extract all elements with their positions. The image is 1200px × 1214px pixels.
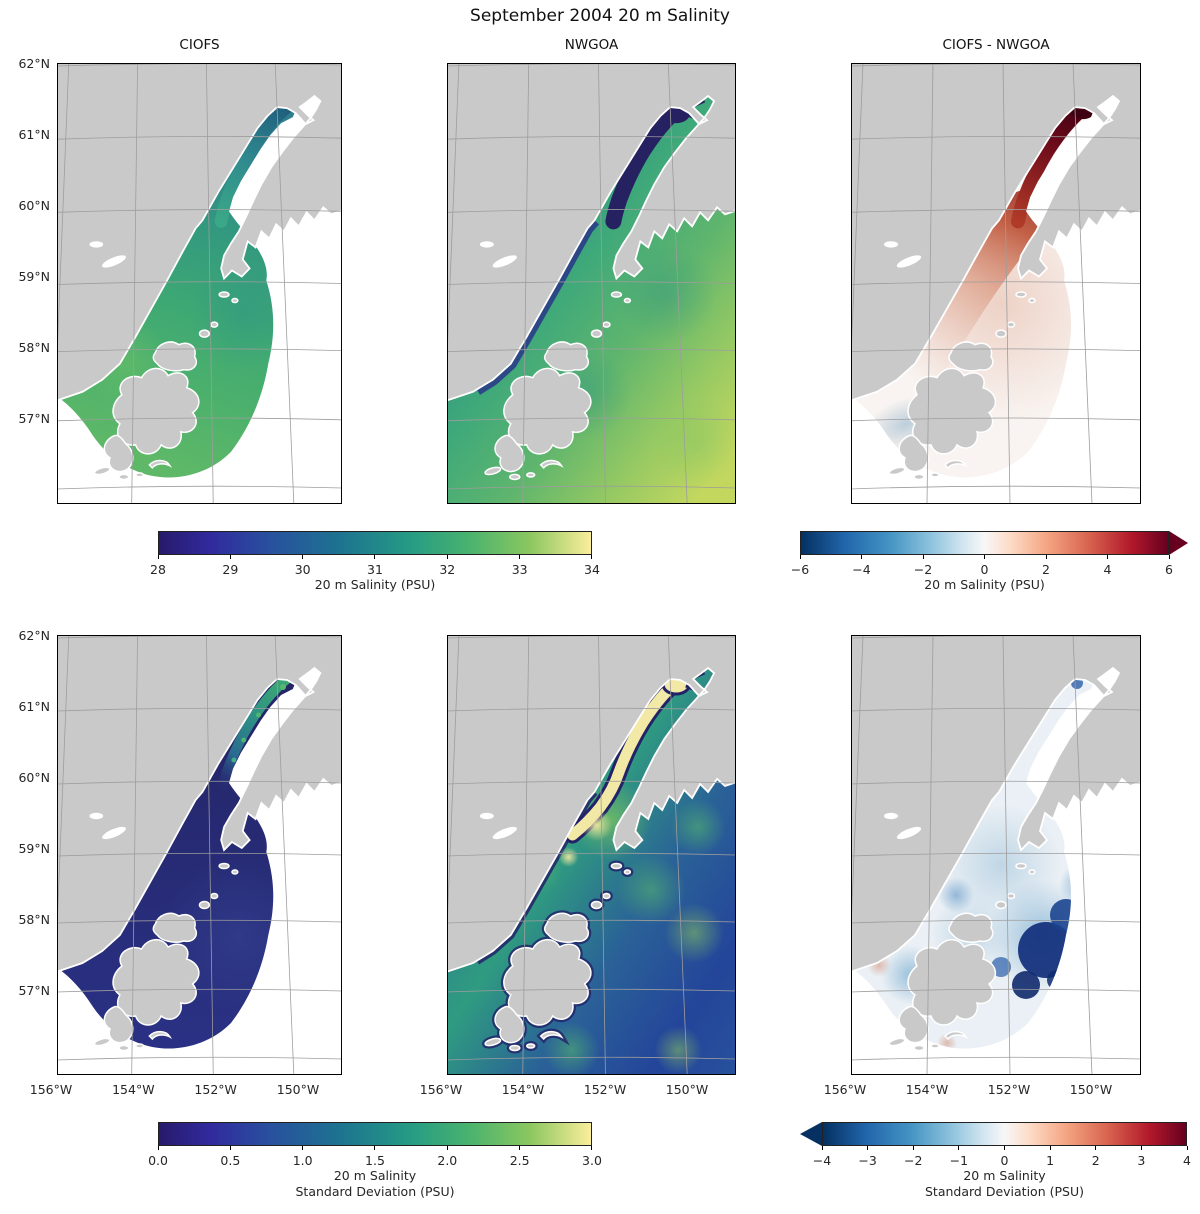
colorbar-extend-min-arrow: [800, 1122, 822, 1146]
nwgoa-std-detail: [477, 672, 727, 1075]
figure-title: September 2004 20 m Salinity: [470, 6, 730, 26]
map-panel-nwgoa-salinity: [447, 63, 736, 504]
panel-title-nwgoa: NWGOA: [564, 37, 619, 53]
panel-frame: [57, 635, 342, 1075]
map-panel-ciofs-salinity: [57, 63, 342, 504]
panel-frame: [57, 63, 342, 504]
colorbar-std-diff-ticks: −4 −3 −2 −1 0 1 2 3 4: [812, 1146, 1191, 1168]
colorbar-salinity-diff-ticks: −6 −4 −2 0 2 4 6: [790, 555, 1173, 577]
map-panel-ciofs-std: [57, 635, 342, 1075]
colorbar-std-diff-label: 20 m Salinity Standard Deviation (PSU): [925, 1168, 1084, 1199]
colorbar-salinity-ticks: 28 29 30 31 32 33 34: [150, 555, 600, 577]
lat-axis-row1: 62°N 61°N 60°N 59°N 58°N 57°N: [18, 55, 50, 427]
panel-frame: [851, 635, 1141, 1075]
panel-title-difference: CIOFS - NWGOA: [942, 37, 1050, 53]
colorbar-extend-max-arrow: [1169, 531, 1188, 555]
colorbar-std-ticks: 0.0 0.5 1.0 1.5 2.0 2.5 3.0: [148, 1146, 602, 1168]
panel-title-ciofs: CIOFS: [179, 37, 220, 53]
panel-frame: [851, 63, 1141, 504]
colorbar-std-diff: [822, 1122, 1187, 1146]
lon-axis-left: 156°W 154°W 152°W 150°W: [29, 1082, 320, 1097]
colorbar-salinity-diff-label: 20 m Salinity (PSU): [924, 577, 1045, 592]
colorbar-salinity-diff: [800, 531, 1169, 555]
map-panel-nwgoa-std: [447, 635, 736, 1075]
colorbar-std-label: 20 m Salinity Standard Deviation (PSU): [295, 1168, 455, 1199]
panel-frame: [447, 635, 736, 1075]
lon-axis-middle: 156°W 154°W 152°W 150°W: [419, 1082, 709, 1097]
panel-frame: [447, 63, 736, 504]
lat-axis-row2: 62°N 61°N 60°N 59°N 58°N 57°N: [18, 627, 50, 999]
map-panel-salinity-difference: [851, 63, 1141, 504]
colorbar-salinity-label: 20 m Salinity (PSU): [314, 577, 436, 592]
colorbar-salinity: [158, 531, 592, 555]
map-panel-std-difference: [851, 635, 1141, 1075]
colorbar-std: [158, 1122, 592, 1146]
lon-axis-right: 156°W 154°W 152°W 150°W: [823, 1082, 1113, 1097]
